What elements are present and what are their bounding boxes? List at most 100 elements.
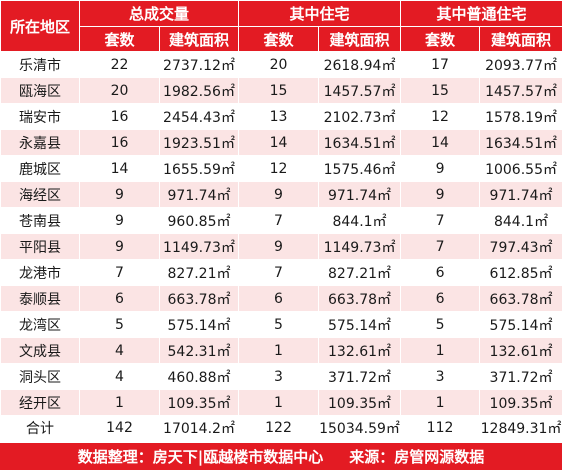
cell-total-area: 109.35㎡: [158, 389, 240, 416]
cell-ordinary-units: 12: [400, 103, 481, 130]
cell-ordinary-area: 844.1㎡: [479, 207, 562, 234]
cell-ordinary-units: 6: [400, 259, 481, 286]
table-row: 海经区 9 971.74㎡ 9 971.74㎡ 9 971.74㎡: [0, 181, 562, 208]
cell-ordinary-area: 797.43㎡: [479, 233, 562, 260]
table-row: 龙湾区 5 575.14㎡ 5 575.14㎡ 5 575.14㎡: [0, 311, 562, 338]
table-row: 经开区 1 109.35㎡ 1 109.35㎡ 1 109.35㎡: [0, 389, 562, 416]
cell-residential-units: 20: [238, 51, 320, 78]
cell-residential-units: 1: [238, 337, 320, 364]
cell-total-units: 14: [79, 155, 160, 182]
cell-region: 经开区: [0, 389, 80, 416]
cell-total-units: 9: [79, 233, 160, 260]
cell-ordinary-area: 663.78㎡: [479, 285, 562, 312]
cell-residential-units: 9: [238, 233, 320, 260]
cell-ordinary-area: 1634.51㎡: [479, 129, 562, 156]
header-ordinary-residential: 其中普通住宅: [400, 0, 562, 27]
total-residential-area: 15034.59㎡: [318, 415, 402, 441]
cell-ordinary-units: 6: [400, 285, 481, 312]
table-row: 文成县 4 542.31㎡ 1 132.61㎡ 1 132.61㎡: [0, 337, 562, 364]
table-row: 瑞安市 16 2454.43㎡ 13 2102.73㎡ 12 1578.19㎡: [0, 103, 562, 130]
cell-region: 洞头区: [0, 363, 80, 390]
cell-total-area: 971.74㎡: [158, 181, 240, 208]
cell-region: 瓯海区: [0, 77, 80, 104]
table-body: 乐清市 22 2737.12㎡ 20 2618.94㎡ 17 2093.77㎡ 瓯海区 20 19…: [0, 51, 562, 441]
cell-ordinary-area: 2093.77㎡: [479, 51, 562, 78]
total-total-units: 142: [79, 415, 160, 441]
cell-residential-area: 2102.73㎡: [318, 103, 402, 130]
cell-ordinary-units: 17: [400, 51, 481, 78]
cell-ordinary-area: 1578.19㎡: [479, 103, 562, 130]
cell-region: 龙港市: [0, 259, 80, 286]
cell-region: 苍南县: [0, 207, 80, 234]
total-region: 合计: [0, 415, 80, 441]
cell-region: 永嘉县: [0, 129, 80, 156]
table-row: 鹿城区 14 1655.59㎡ 12 1575.46㎡ 9 1006.55㎡: [0, 155, 562, 182]
cell-total-units: 16: [79, 103, 160, 130]
cell-residential-units: 5: [238, 311, 320, 338]
header-total-volume: 总成交量: [78, 0, 240, 27]
cell-residential-area: 1575.46㎡: [318, 155, 402, 182]
total-ordinary-units: 112: [400, 415, 481, 441]
total-residential-units: 122: [238, 415, 320, 441]
cell-ordinary-units: 7: [400, 233, 481, 260]
cell-ordinary-units: 9: [400, 155, 481, 182]
cell-ordinary-area: 132.61㎡: [479, 337, 562, 364]
cell-ordinary-units: 1: [400, 389, 481, 416]
cell-region: 文成县: [0, 337, 80, 364]
cell-region: 瑞安市: [0, 103, 80, 130]
cell-ordinary-area: 371.72㎡: [479, 363, 562, 390]
cell-residential-area: 827.21㎡: [318, 259, 402, 286]
cell-residential-area: 109.35㎡: [318, 389, 402, 416]
cell-ordinary-area: 1457.57㎡: [479, 77, 562, 104]
cell-total-area: 2454.43㎡: [158, 103, 240, 130]
cell-total-area: 960.85㎡: [158, 207, 240, 234]
cell-total-area: 460.88㎡: [158, 363, 240, 390]
cell-residential-units: 9: [238, 181, 320, 208]
cell-ordinary-area: 971.74㎡: [479, 181, 562, 208]
cell-region: 平阳县: [0, 233, 80, 260]
footer-credit-bar: 数据整理：房天下|瓯越楼市数据中心 来源：房管网源数据: [0, 443, 562, 470]
cell-ordinary-units: 15: [400, 77, 481, 104]
cell-total-units: 5: [79, 311, 160, 338]
subheader-units: 套数: [400, 26, 481, 52]
cell-region: 鹿城区: [0, 155, 80, 182]
cell-region: 海经区: [0, 181, 80, 208]
table-row: 龙港市 7 827.21㎡ 7 827.21㎡ 6 612.85㎡: [0, 259, 562, 286]
cell-residential-area: 844.1㎡: [318, 207, 402, 234]
cell-ordinary-area: 612.85㎡: [479, 259, 562, 286]
cell-residential-area: 971.74㎡: [318, 181, 402, 208]
cell-total-area: 663.78㎡: [158, 285, 240, 312]
cell-residential-units: 7: [238, 259, 320, 286]
table-total-row: 合计 142 17014.2㎡ 122 15034.59㎡ 112 12849.31㎡: [0, 415, 562, 441]
header-residential: 其中住宅: [238, 0, 402, 27]
table-row: 平阳县 9 1149.73㎡ 9 1149.73㎡ 7 797.43㎡: [0, 233, 562, 260]
cell-total-area: 1655.59㎡: [158, 155, 240, 182]
cell-region: 乐清市: [0, 51, 80, 78]
cell-ordinary-units: 5: [400, 311, 481, 338]
cell-residential-units: 15: [238, 77, 320, 104]
subheader-area: 建筑面积: [479, 26, 562, 52]
cell-region: 龙湾区: [0, 311, 80, 338]
cell-residential-area: 575.14㎡: [318, 311, 402, 338]
cell-total-units: 6: [79, 285, 160, 312]
cell-ordinary-area: 109.35㎡: [479, 389, 562, 416]
cell-total-units: 16: [79, 129, 160, 156]
cell-ordinary-units: 14: [400, 129, 481, 156]
table-row: 泰顺县 6 663.78㎡ 6 663.78㎡ 6 663.78㎡: [0, 285, 562, 312]
subheader-units: 套数: [238, 26, 320, 52]
cell-ordinary-units: 1: [400, 337, 481, 364]
cell-total-area: 827.21㎡: [158, 259, 240, 286]
cell-total-units: 1: [79, 389, 160, 416]
transaction-table: 所在地区 总成交量 其中住宅 其中普通住宅 套数 建筑面积 套数 建筑面积 套数…: [0, 0, 562, 441]
cell-total-units: 4: [79, 363, 160, 390]
cell-total-units: 20: [79, 77, 160, 104]
cell-total-area: 542.31㎡: [158, 337, 240, 364]
cell-residential-units: 12: [238, 155, 320, 182]
footer-source: 来源：房管网源数据: [349, 448, 485, 466]
cell-ordinary-units: 7: [400, 207, 481, 234]
subheader-area: 建筑面积: [318, 26, 402, 52]
table-row: 永嘉县 16 1923.51㎡ 14 1634.51㎡ 14 1634.51㎡: [0, 129, 562, 156]
cell-region: 泰顺县: [0, 285, 80, 312]
total-ordinary-area: 12849.31㎡: [479, 415, 562, 441]
